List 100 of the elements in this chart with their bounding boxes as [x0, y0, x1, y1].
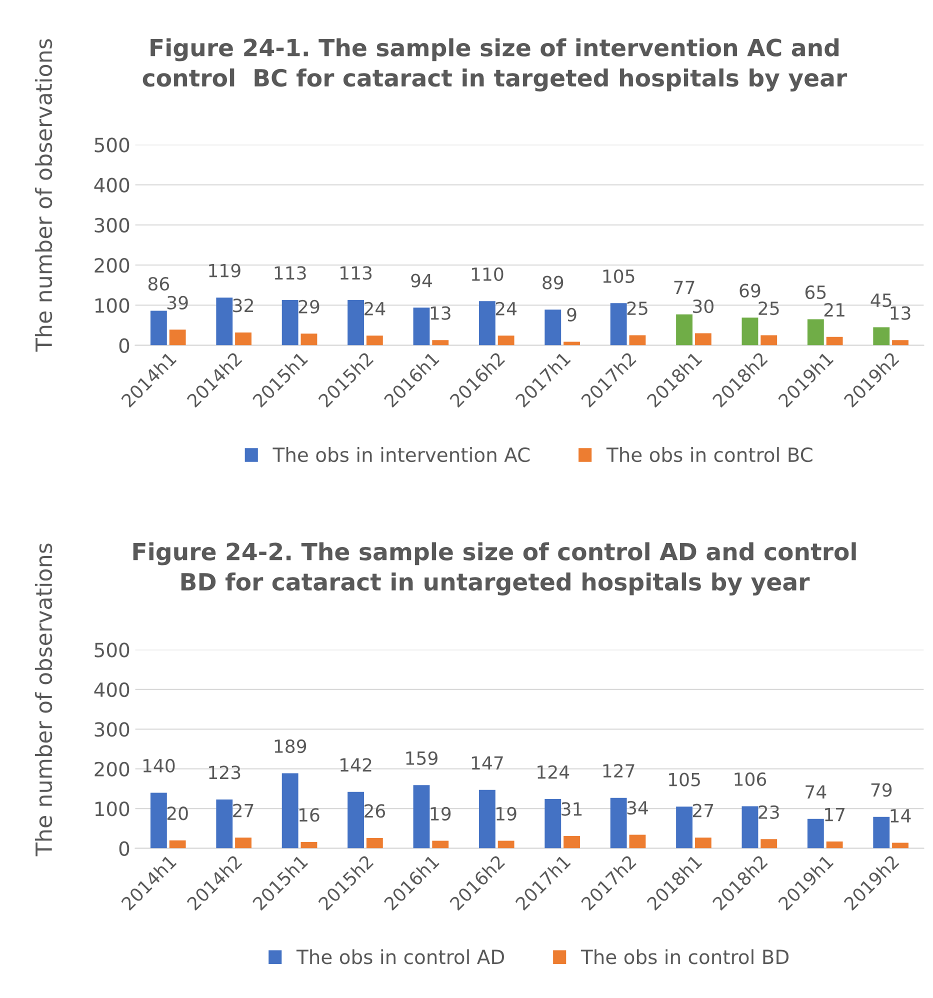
legend-label: The obs in control BC [606, 447, 812, 462]
bar [300, 334, 318, 346]
bar [610, 303, 627, 346]
bar [282, 773, 298, 848]
y-tick-label: 500 [94, 642, 130, 658]
bar [873, 327, 890, 346]
chart-title: Figure 24-1. The sample size of intervention AC and control BC for cataract in targeted hospitals by year [142, 38, 848, 92]
data-label: 110 [472, 267, 504, 282]
legend-label: The obs in control BD [580, 949, 789, 964]
data-label: 25 [758, 301, 779, 316]
bar [826, 842, 843, 848]
bar [760, 335, 778, 346]
bar [235, 332, 252, 346]
data-label: 105 [669, 772, 700, 786]
data-label: 113 [340, 266, 372, 280]
data-label: 19 [496, 806, 516, 821]
bar [564, 342, 580, 346]
data-label: 189 [274, 739, 306, 754]
y-tick-label: 400 [94, 682, 130, 698]
bar [366, 838, 383, 848]
data-label: 119 [209, 264, 240, 278]
bar [892, 842, 908, 848]
bar [216, 298, 233, 346]
data-label: 32 [233, 298, 253, 312]
bar [807, 319, 824, 346]
bar [150, 792, 167, 848]
bar [892, 340, 908, 346]
data-label: 79 [871, 783, 892, 797]
data-label: 14 [890, 809, 911, 822]
data-label: 123 [209, 766, 240, 780]
bar [807, 818, 824, 848]
bar [348, 792, 364, 848]
bar [150, 310, 167, 346]
y-tick-label: 0 [119, 841, 130, 856]
data-label: 65 [805, 285, 826, 300]
y-tick-label: 300 [94, 218, 130, 233]
bar [629, 335, 646, 346]
y-tick-label: 0 [119, 338, 130, 353]
data-label: 89 [542, 276, 564, 290]
y-tick-label: 300 [94, 722, 130, 737]
bar [300, 842, 318, 848]
data-label: 24 [364, 302, 386, 316]
data-label: 86 [148, 276, 170, 291]
bar [235, 838, 252, 848]
data-label: 30 [693, 299, 714, 314]
bar [366, 336, 383, 346]
bar [676, 806, 692, 848]
data-label: 39 [167, 296, 188, 310]
y-axis-title: The number of observations [34, 39, 52, 352]
data-label: 77 [674, 280, 694, 294]
bar [432, 840, 449, 848]
bar [629, 834, 646, 848]
y-tick-label: 100 [95, 298, 130, 313]
data-label: 17 [825, 808, 845, 822]
bar [498, 336, 514, 346]
bar [544, 799, 562, 848]
bar [413, 308, 430, 346]
bar [169, 330, 186, 346]
data-label: 16 [299, 808, 320, 822]
data-label: 23 [758, 805, 779, 819]
y-tick-label: 200 [94, 258, 130, 273]
bar [478, 301, 496, 346]
data-label: 27 [233, 804, 254, 818]
data-label: 31 [562, 802, 582, 816]
chart-title: Figure 24-2. The sample size of control AD and control BD for cataract in untargeted hospitals by year [133, 542, 856, 596]
data-label: 24 [496, 302, 517, 316]
bar [564, 836, 580, 848]
bar [498, 840, 514, 848]
data-label: 29 [298, 300, 320, 314]
y-tick-label: 500 [94, 138, 130, 152]
y-axis-title: The number of observations [34, 544, 52, 856]
data-label: 69 [740, 284, 760, 298]
data-label: 27 [693, 804, 714, 818]
data-label: 20 [167, 806, 188, 820]
bar [826, 336, 843, 346]
bar [742, 806, 758, 848]
data-label: 74 [806, 785, 826, 798]
y-tick-label: 200 [94, 762, 130, 777]
data-label: 13 [430, 306, 450, 320]
data-label: 140 [143, 758, 175, 773]
bar [282, 300, 298, 346]
data-label: 19 [430, 806, 451, 821]
data-label: 127 [603, 764, 634, 778]
bar [413, 785, 430, 848]
data-label: 94 [411, 274, 432, 288]
data-label: 45 [870, 294, 892, 308]
bar [742, 318, 758, 346]
bar [676, 314, 692, 346]
bar [610, 798, 627, 848]
legend-label: The obs in control AD [296, 949, 504, 964]
bar [694, 333, 712, 346]
bar [760, 839, 778, 848]
data-label: 113 [274, 266, 306, 280]
data-label: 142 [340, 758, 372, 772]
data-label: 106 [734, 772, 766, 786]
data-label: 105 [603, 269, 634, 284]
data-label: 21 [824, 303, 844, 316]
data-label: 26 [364, 804, 386, 818]
bar [169, 840, 186, 848]
data-label: 9 [567, 308, 576, 322]
